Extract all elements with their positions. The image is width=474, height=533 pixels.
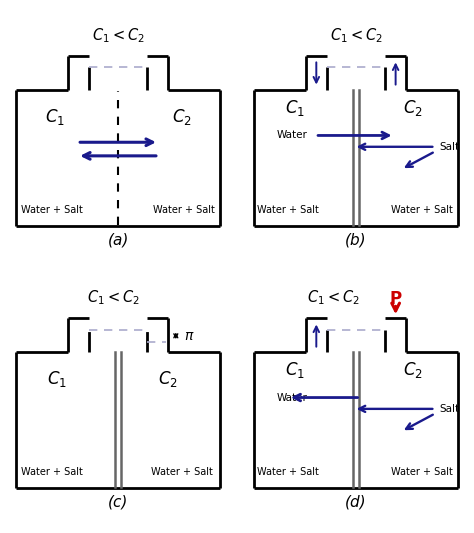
Text: Water + Salt: Water + Salt [153,205,215,215]
Text: $C_1 < C_2$: $C_1 < C_2$ [329,27,383,45]
Text: $\pi$: $\pi$ [184,329,194,343]
Text: Water: Water [277,392,308,402]
Text: $C_1$: $C_1$ [285,360,305,381]
Text: Water + Salt: Water + Salt [257,205,319,215]
Text: $C_2$: $C_2$ [403,360,422,381]
Text: $C_1 < C_2$: $C_1 < C_2$ [307,288,360,307]
Text: $C_1$: $C_1$ [285,98,305,118]
Text: Water + Salt: Water + Salt [21,205,83,215]
Text: $C_2$: $C_2$ [158,369,178,390]
Text: (a): (a) [107,232,129,247]
Text: Water + Salt: Water + Salt [257,467,319,478]
Text: $C_1 < C_2$: $C_1 < C_2$ [91,27,145,45]
Text: (c): (c) [108,494,128,509]
Text: Salt: Salt [440,404,460,414]
Text: Water + Salt: Water + Salt [391,205,453,215]
Text: $C_1 < C_2$: $C_1 < C_2$ [87,288,140,307]
Text: (b): (b) [345,232,367,247]
Text: $C_1$: $C_1$ [45,107,64,127]
Text: Water: Water [277,131,308,141]
Text: (d): (d) [345,494,367,509]
Text: $C_2$: $C_2$ [403,98,422,118]
Text: Water + Salt: Water + Salt [391,467,453,478]
Text: $C_2$: $C_2$ [172,107,191,127]
Text: Water + Salt: Water + Salt [151,467,212,478]
Text: Water + Salt: Water + Salt [21,467,83,478]
Text: P: P [390,290,401,308]
Text: $C_1$: $C_1$ [47,369,67,390]
Text: Salt: Salt [440,142,460,152]
